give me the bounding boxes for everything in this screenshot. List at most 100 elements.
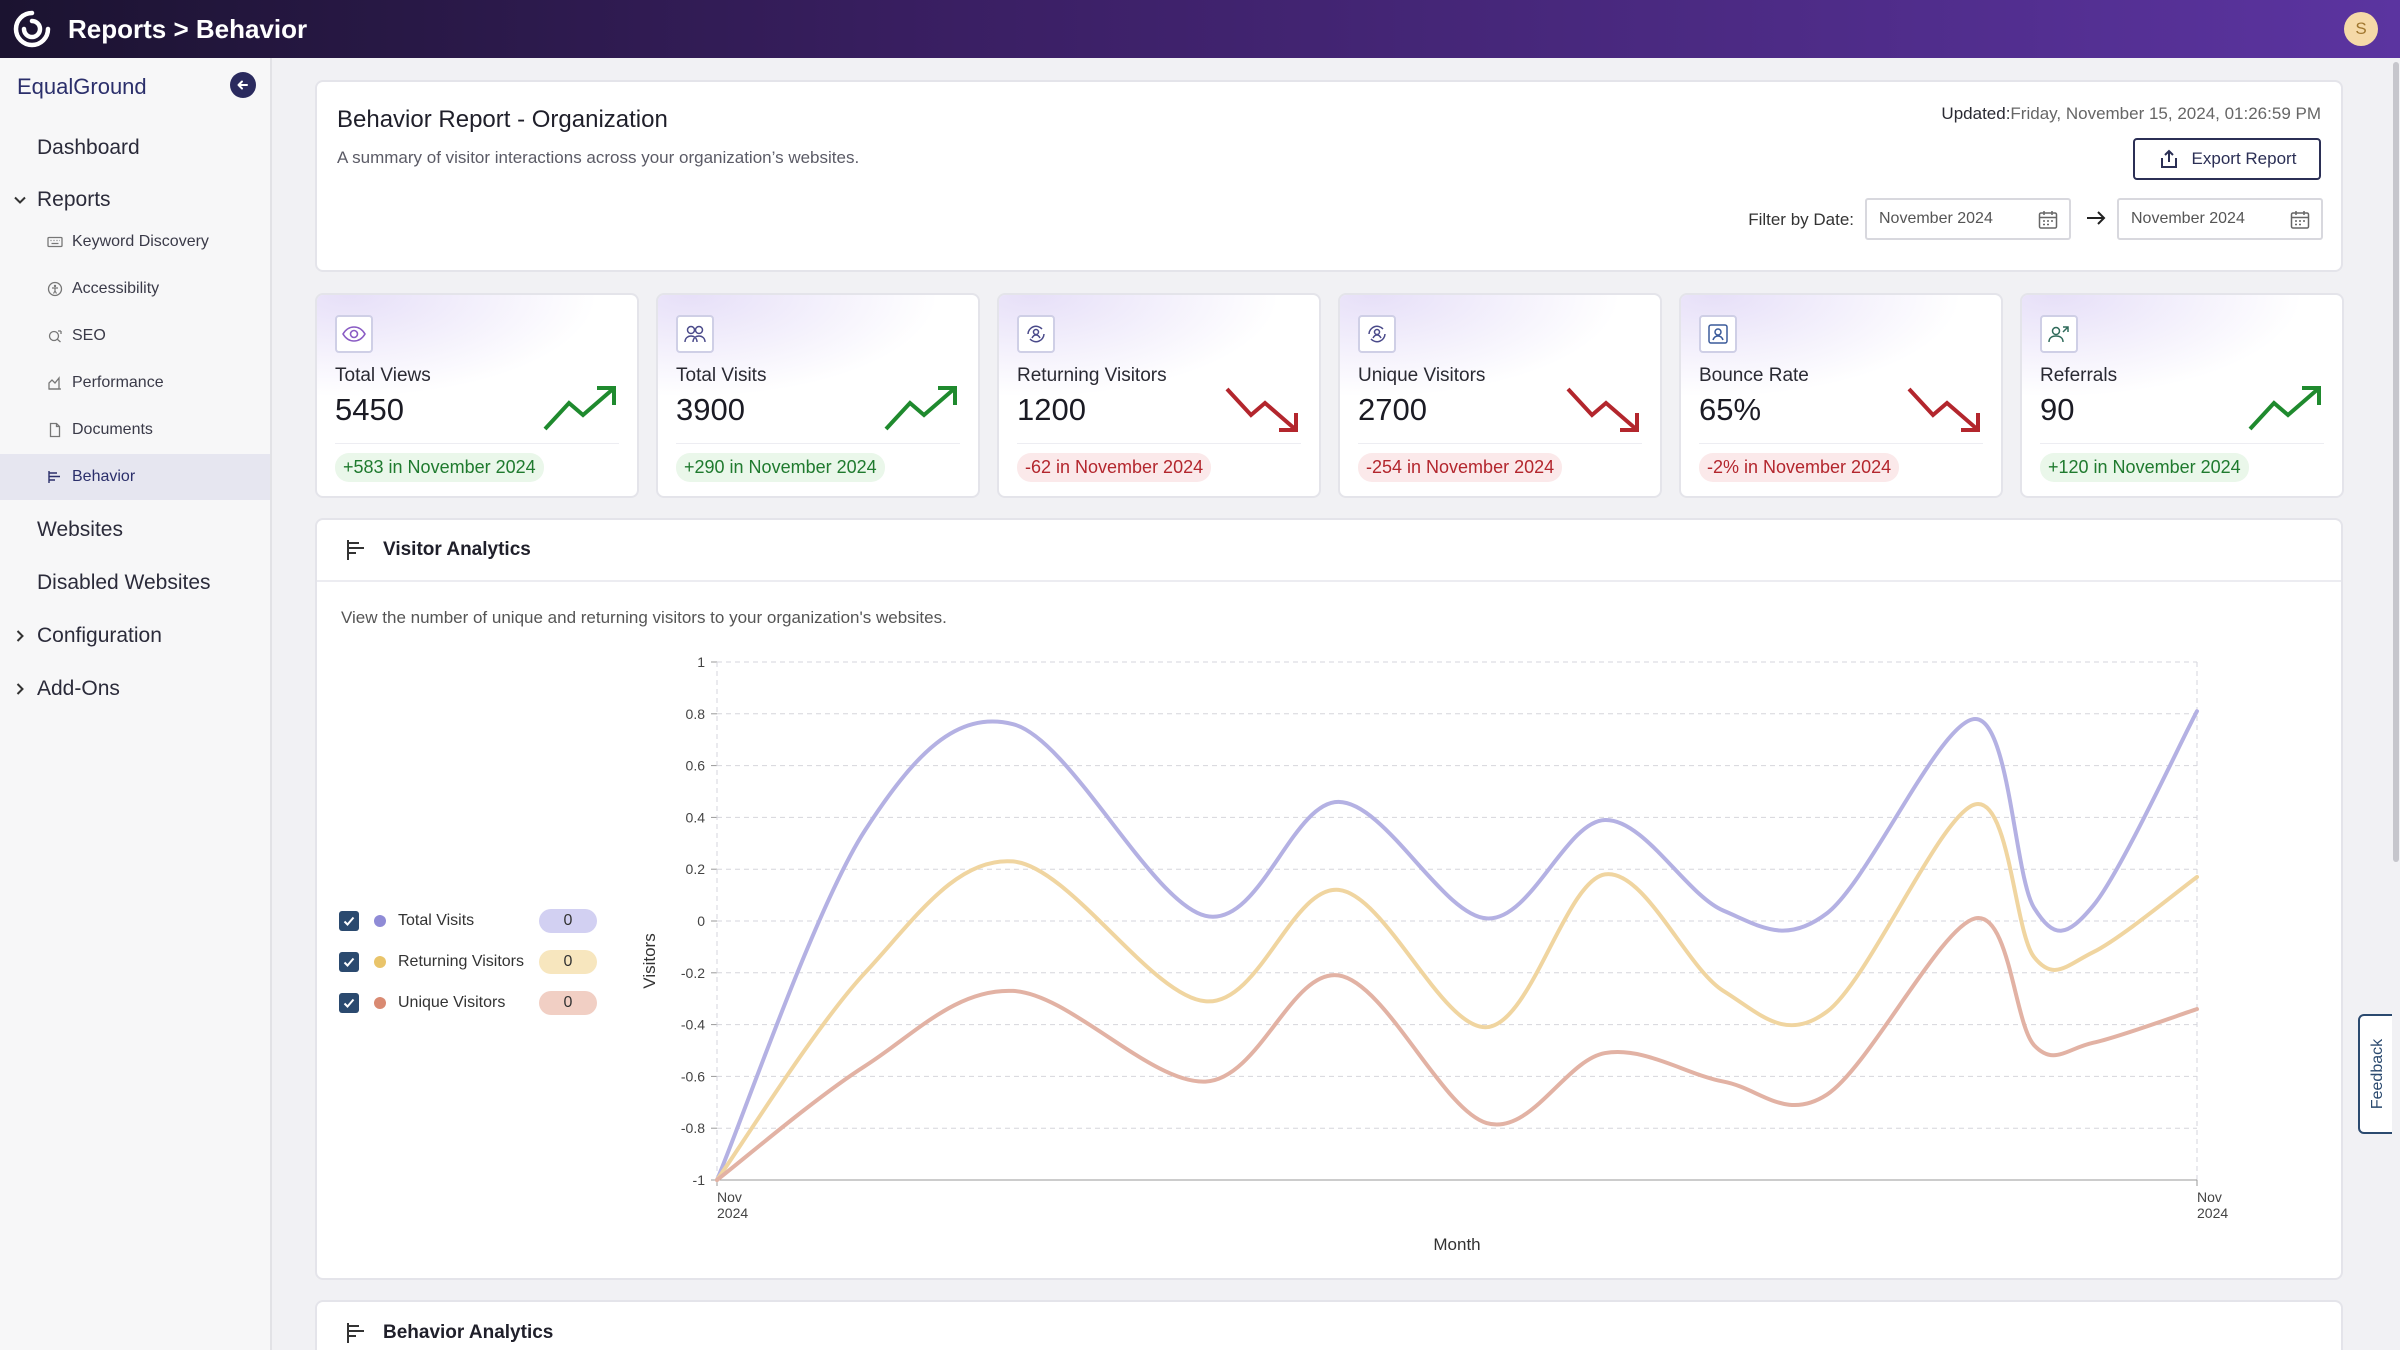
sidebar-item-reports[interactable]: Reports: [0, 178, 270, 222]
sidebar-subitem-label: Documents: [72, 421, 153, 438]
sidebar-item-label: Configuration: [37, 624, 162, 647]
behavior-analytics-card: Behavior Analytics: [315, 1300, 2343, 1350]
trend-up-icon: [543, 386, 616, 431]
sidebar-item-configuration[interactable]: Configuration: [0, 614, 270, 658]
sidebar-item-label: Websites: [37, 518, 123, 541]
legend-item-unique-visitors[interactable]: Unique Visitors 0: [339, 982, 609, 1023]
stat-card-unique-visitors: Unique Visitors 2700 -254 in November 20…: [1338, 293, 1662, 498]
sidebar-subitem-performance[interactable]: Performance: [0, 360, 270, 406]
stat-label: Bounce Rate: [1699, 365, 1809, 386]
updated-value: Friday, November 15, 2024, 01:26:59 PM: [2010, 104, 2321, 123]
y-tick-label: 0.6: [686, 758, 706, 774]
feedback-label: Feedback: [2369, 1038, 2387, 1110]
stat-change: -62 in November 2024: [1017, 453, 1212, 482]
stat-value: 3900: [676, 392, 745, 427]
report-header-card: Behavior Report - Organization A summary…: [315, 80, 2343, 272]
stat-value: 2700: [1358, 392, 1427, 427]
series-line-unique-visitors: [715, 916, 2199, 1182]
divider: [1358, 443, 1642, 444]
analytics-icon: [345, 1321, 369, 1345]
arrow-left-icon: [237, 80, 248, 90]
stat-card-total-views: Total Views 5450 +583 in November 2024: [315, 293, 639, 498]
stat-change: -2% in November 2024: [1699, 453, 1900, 482]
page-title: Behavior Report - Organization: [337, 106, 668, 133]
sidebar-subitem-keyword-discovery[interactable]: Keyword Discovery: [0, 219, 270, 265]
sidebar-subitem-label: Keyword Discovery: [72, 233, 209, 250]
sidebar-item-dashboard[interactable]: Dashboard: [0, 126, 270, 170]
chevron-right-icon: [10, 679, 30, 699]
y-tick-label: 0: [697, 913, 705, 929]
date-to-value: November 2024: [2131, 210, 2245, 227]
sidebar-item-label: Disabled Websites: [37, 571, 211, 594]
sidebar-item-label: Add-Ons: [37, 677, 120, 700]
trend-down-icon: [1566, 387, 1639, 432]
export-report-button[interactable]: Export Report: [2133, 138, 2321, 180]
stat-card-returning-visitors: Returning Visitors 1200 -62 in November …: [997, 293, 1321, 498]
checkbox-checked-icon[interactable]: [339, 992, 359, 1013]
legend-count-badge: 0: [539, 908, 597, 933]
users-icon: [676, 315, 714, 353]
y-axis-label: Visitors: [640, 933, 659, 988]
sidebar-item-websites[interactable]: Websites: [0, 508, 270, 552]
series-line-returning-visitors: [715, 802, 2199, 1182]
date-to-input[interactable]: November 2024: [2117, 198, 2323, 240]
legend-item-total-visits[interactable]: Total Visits 0: [339, 900, 609, 941]
sidebar-item-add-ons[interactable]: Add-Ons: [0, 667, 270, 711]
legend-dot: [374, 996, 386, 1009]
returning-user-icon: [1017, 315, 1055, 353]
y-tick-label: -0.4: [681, 1017, 705, 1033]
calendar-icon[interactable]: [2289, 209, 2311, 236]
trend-down-icon: [1907, 387, 1980, 432]
sidebar-subitem-behavior[interactable]: Behavior: [0, 454, 270, 500]
x-tick-label: 2024: [2197, 1205, 2228, 1221]
y-tick-label: 1: [697, 654, 705, 670]
divider: [1699, 443, 1983, 444]
app-logo-icon[interactable]: [10, 7, 54, 51]
stat-card-total-visits: Total Visits 3900 +290 in November 2024: [656, 293, 980, 498]
sidebar-item-disabled-websites[interactable]: Disabled Websites: [0, 561, 270, 605]
sidebar-subitem-label: SEO: [72, 327, 106, 344]
avatar[interactable]: S: [2344, 12, 2378, 46]
y-tick-label: -0.2: [681, 965, 705, 981]
sidebar-subitem-accessibility[interactable]: Accessibility: [0, 266, 270, 312]
collapse-sidebar-button[interactable]: [230, 72, 256, 98]
legend-label: Returning Visitors: [398, 952, 524, 970]
divider: [1017, 443, 1301, 444]
eye-icon: [335, 315, 373, 353]
sidebar-subitem-label: Accessibility: [72, 280, 160, 297]
legend-dot: [374, 955, 386, 968]
brand-name: EqualGround: [17, 74, 147, 99]
stat-label: Total Visits: [676, 365, 767, 386]
divider: [2040, 443, 2324, 444]
accessibility-icon: [46, 280, 64, 298]
date-from-input[interactable]: November 2024: [1865, 198, 2071, 240]
stat-value: 5450: [335, 392, 404, 427]
sidebar-subitem-seo[interactable]: SEO: [0, 313, 270, 359]
stat-card-referrals: Referrals 90 +120 in November 2024: [2020, 293, 2344, 498]
checkbox-checked-icon[interactable]: [339, 951, 359, 972]
stat-card-bounce-rate: Bounce Rate 65% -2% in November 2024: [1679, 293, 2003, 498]
legend-item-returning-visitors[interactable]: Returning Visitors 0: [339, 941, 609, 982]
stat-label: Unique Visitors: [1358, 365, 1486, 386]
scrollbar-thumb[interactable]: [2393, 62, 2399, 862]
profile-icon: [1699, 315, 1737, 353]
sidebar-subitem-documents[interactable]: Documents: [0, 407, 270, 453]
stat-change: +583 in November 2024: [335, 453, 544, 482]
stat-value: 1200: [1017, 392, 1086, 427]
checkbox-checked-icon[interactable]: [339, 910, 359, 931]
calendar-icon[interactable]: [2037, 209, 2059, 236]
section-header: Visitor Analytics: [317, 520, 2341, 582]
legend-dot: [374, 914, 386, 927]
series-line-total-visits: [715, 709, 2199, 1182]
divider: [676, 443, 960, 444]
top-bar: Reports > Behavior S: [0, 0, 2400, 58]
export-icon: [2158, 148, 2180, 170]
visitor-line-chart: 10.80.60.40.20-0.2-0.4-0.6-0.8-1Nov2024N…: [640, 654, 2228, 1254]
y-tick-label: -0.6: [681, 1068, 705, 1084]
filter-by-date-label: Filter by Date:: [1748, 210, 1854, 229]
analytics-icon: [345, 538, 369, 562]
stat-label: Returning Visitors: [1017, 365, 1167, 386]
y-tick-label: 0.8: [686, 706, 706, 722]
performance-icon: [46, 374, 64, 392]
section-title: Visitor Analytics: [383, 539, 531, 560]
